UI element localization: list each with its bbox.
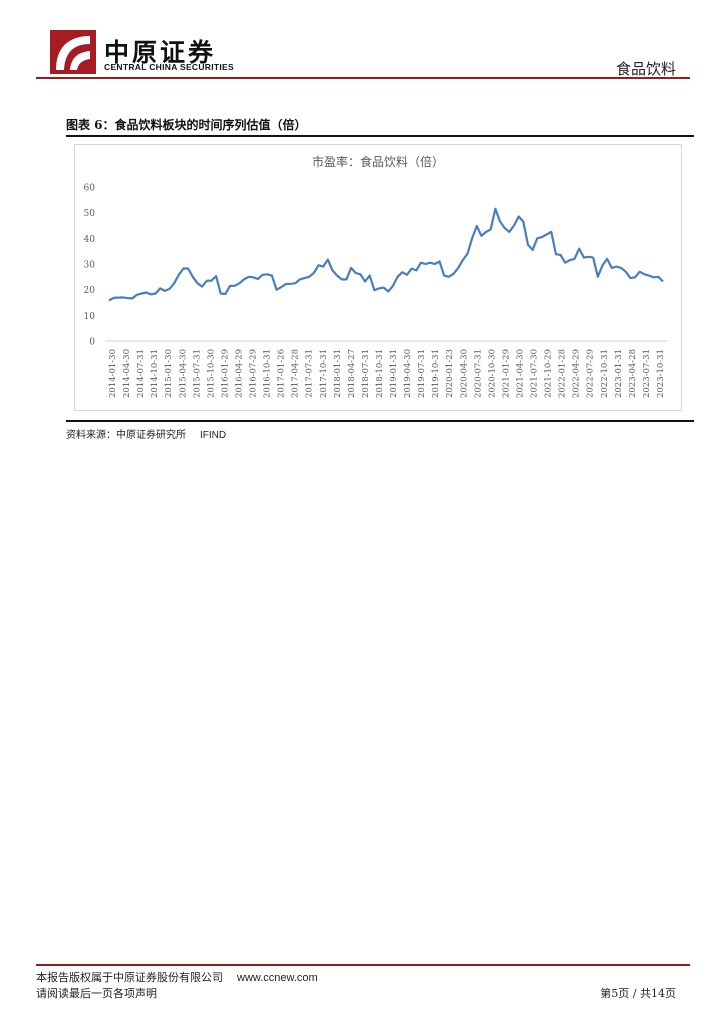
source-label: 资料来源：中原证券研究所 [66, 430, 186, 441]
source-vendor: IFIND [200, 430, 227, 441]
x-tick-label: 2017-01-26 [277, 349, 287, 398]
x-tick-label: 2018-04-27 [347, 349, 357, 398]
chart-title: 市盈率：食品饮料（倍） [312, 154, 444, 169]
x-tick-label: 2022-10-31 [600, 349, 610, 398]
x-tick-label: 2022-01-28 [558, 349, 568, 398]
figure-title: 图表 6：食品饮料板块的时间序列估值（倍） [66, 118, 307, 132]
y-tick-label: 20 [84, 286, 96, 296]
x-tick-label: 2014-07-31 [136, 349, 146, 398]
x-tick-label: 2015-01-30 [164, 349, 174, 398]
x-tick-label: 2014-04-30 [122, 349, 132, 398]
y-tick-label: 10 [84, 312, 96, 322]
y-tick-label: 30 [84, 261, 96, 271]
x-tick-label: 2016-07-29 [249, 349, 259, 398]
y-tick-label: 60 [84, 184, 96, 194]
y-axis: 0 10 20 30 40 50 60 [84, 184, 96, 348]
x-axis: 2014-01-30 2014-04-30 2014-07-31 2014-10-31… [105, 340, 667, 398]
x-tick-label: 2023-04-28 [628, 349, 638, 398]
x-tick-label: 2021-04-30 [515, 349, 525, 398]
source-note: 资料来源：中原证券研究所 IFIND [66, 426, 226, 441]
x-tick-label: 2016-04-29 [234, 349, 244, 398]
x-tick-label: 2021-07-30 [530, 349, 540, 398]
company-name-en: CENTRAL CHINA SECURITIES [104, 62, 234, 72]
x-tick-label: 2019-10-31 [431, 349, 441, 398]
x-tick-label: 2016-01-29 [220, 349, 230, 398]
x-tick-label: 2015-04-30 [178, 349, 188, 398]
website-link[interactable]: www.ccnew.com [237, 972, 318, 984]
plot-area [108, 207, 664, 302]
x-tick-label: 2021-01-29 [501, 349, 511, 398]
x-tick-label: 2022-07-29 [586, 349, 596, 398]
x-tick-label: 2016-10-31 [263, 349, 273, 398]
x-tick-label: 2017-07-31 [305, 349, 315, 398]
x-tick-label: 2019-04-30 [403, 349, 413, 398]
x-tick-label: 2014-01-30 [108, 349, 118, 398]
figure-title-rule [66, 135, 694, 137]
y-tick-label: 40 [84, 235, 96, 245]
x-tick-label: 2015-07-31 [192, 349, 202, 398]
series-line [108, 207, 664, 302]
x-tick-label: 2017-10-31 [319, 349, 329, 398]
page-number: 第5页 / 共14页 [600, 987, 676, 1000]
x-tick-label: 2014-10-31 [150, 349, 160, 398]
x-tick-label: 2020-10-30 [487, 349, 497, 398]
x-tick-label: 2020-07-31 [473, 349, 483, 398]
x-tick-label: 2018-07-31 [361, 349, 371, 398]
sector-label: 食品饮料 [615, 60, 676, 78]
x-tick-label: 2023-01-31 [614, 349, 624, 398]
copyright-text: 本报告版权属于中原证券股份有限公司 [36, 971, 223, 984]
x-tick-label: 2017-04-28 [291, 349, 301, 398]
chart-container: 市盈率：食品饮料（倍） 0 10 20 30 40 50 60 2014-01-30 2014… [74, 144, 682, 411]
x-tick-label: 2021-10-29 [544, 349, 554, 398]
x-tick-label: 2018-10-31 [375, 349, 385, 398]
x-tick-label: 2019-01-31 [389, 349, 399, 398]
x-tick-label: 2019-07-31 [417, 349, 427, 398]
y-tick-label: 0 [89, 338, 95, 348]
x-tick-label: 2018-01-31 [333, 349, 343, 398]
source-rule [66, 420, 694, 422]
x-tick-label: 2022-04-29 [572, 349, 582, 398]
disclaimer-text: 请阅读最后一页各项声明 [36, 987, 157, 1000]
footer-line-1: 本报告版权属于中原证券股份有限公司 www.ccnew.com [36, 969, 318, 985]
header-rule [36, 77, 690, 79]
y-tick-label: 50 [84, 209, 96, 219]
footer-rule [36, 964, 690, 966]
x-tick-label: 2015-10-30 [206, 349, 216, 398]
company-name-cn: 中原证券 [104, 38, 217, 67]
company-logo-icon [50, 30, 96, 74]
x-tick-label: 2020-01-23 [445, 349, 455, 398]
x-tick-label: 2020-04-30 [459, 349, 469, 398]
x-tick-label: 2023-10-31 [656, 349, 666, 398]
x-tick-label: 2023-07-31 [642, 349, 652, 398]
